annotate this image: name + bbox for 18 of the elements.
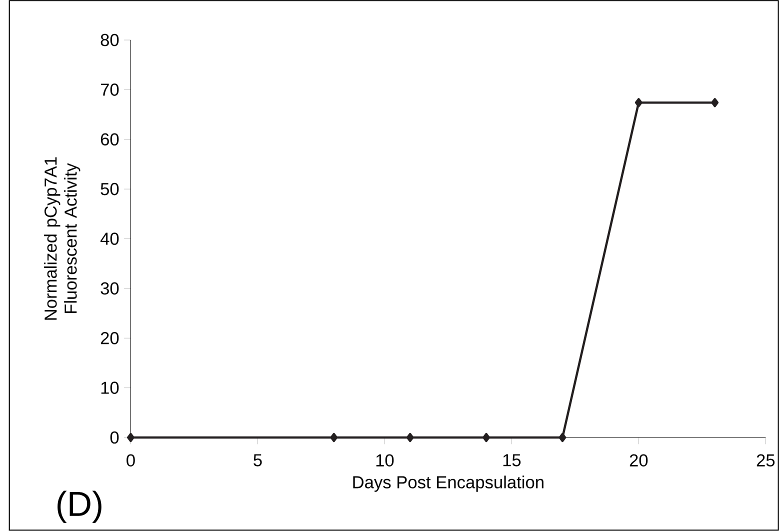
y-tick-label: 10 — [101, 382, 119, 394]
y-tick-label: 30 — [100, 282, 119, 295]
x-tick-label: 25 — [756, 454, 775, 467]
x-tick-label: 15 — [503, 454, 521, 466]
y-tick-label: 0 — [110, 431, 119, 444]
y-tick-label: 40 — [100, 232, 119, 245]
y-tick-label: 70 — [100, 84, 119, 96]
y-tick-label: 60 — [100, 133, 119, 146]
x-axis-title: Days Post Encapsulation — [353, 476, 544, 492]
x-tick-label: 5 — [254, 454, 262, 466]
y-tick-label: 20 — [100, 332, 119, 344]
y-tick-label: 80 — [100, 34, 119, 46]
y-tick-label: 50 — [100, 182, 119, 196]
x-tick-label: 10 — [376, 454, 394, 467]
y-axis-title: Normalized pCyp7A1 Fluorescent Activity — [44, 157, 80, 320]
x-tick-label: 20 — [630, 454, 648, 467]
x-tick-label: 0 — [126, 454, 135, 467]
text: (D) — [58, 490, 102, 524]
